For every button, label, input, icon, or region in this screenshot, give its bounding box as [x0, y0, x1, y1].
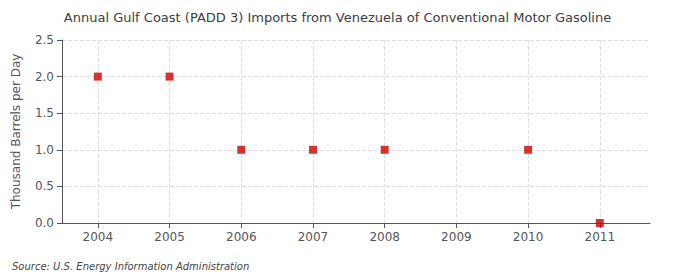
svg-text:2008: 2008: [369, 230, 400, 244]
svg-text:Source: U.S. Energy Informatio: Source: U.S. Energy Information Administ…: [12, 261, 249, 272]
svg-text:2011: 2011: [585, 230, 616, 244]
svg-text:1.5: 1.5: [35, 106, 54, 120]
svg-text:Thousand Barrels per Day: Thousand Barrels per Day: [9, 54, 23, 211]
svg-text:2004: 2004: [83, 230, 114, 244]
svg-text:0.5: 0.5: [35, 179, 54, 193]
svg-text:2009: 2009: [441, 230, 472, 244]
svg-text:1.0: 1.0: [35, 143, 54, 157]
svg-text:0.0: 0.0: [35, 216, 54, 230]
svg-text:2006: 2006: [226, 230, 257, 244]
svg-text:2005: 2005: [154, 230, 185, 244]
svg-text:2010: 2010: [513, 230, 544, 244]
svg-text:2.0: 2.0: [35, 70, 54, 84]
svg-text:2007: 2007: [298, 230, 329, 244]
svg-text:Annual Gulf Coast (PADD 3) Imp: Annual Gulf Coast (PADD 3) Imports from …: [64, 10, 611, 25]
svg-text:2.5: 2.5: [35, 33, 54, 47]
